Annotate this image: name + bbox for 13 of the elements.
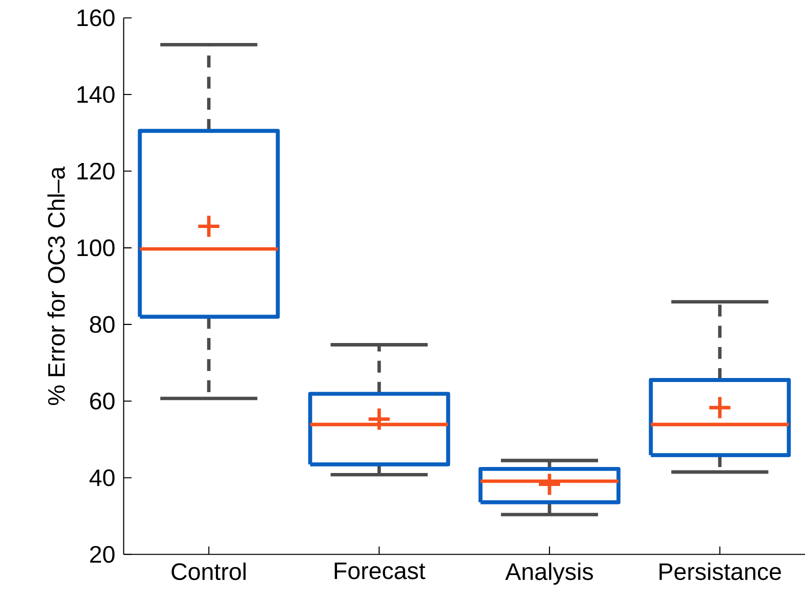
y-tick-label: 40 [90,469,115,486]
x-tick-label: Control [172,562,246,580]
y-tick-label: 20 [90,546,115,563]
x-tick-label: Forecast [334,562,426,580]
y-tick-label: 60 [90,392,115,410]
y-tick-label: 120 [78,162,115,180]
y-tick-label: 160 [78,9,115,26]
x-tick-label: Analysis [505,562,593,585]
x-tick-label: Persistance [660,562,781,580]
y-axis-title: % Error for OC3 Chl–a [47,166,65,405]
y-tick-label: 80 [90,316,115,333]
y-tick-label: 100 [78,239,115,256]
y-tick-label: 140 [78,86,115,103]
